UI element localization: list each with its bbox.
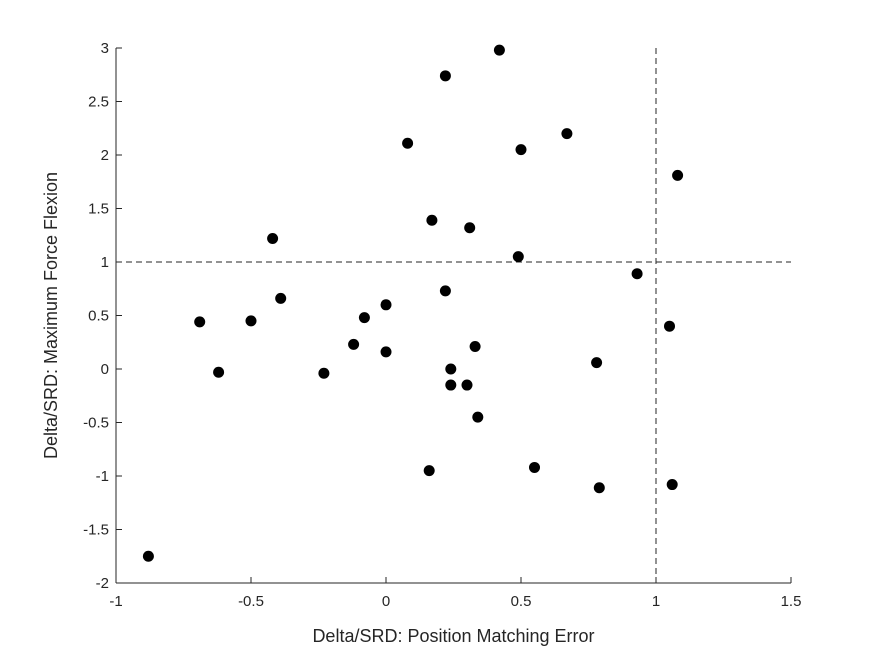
data-points (142, 44, 684, 562)
y-tick-label: -2 (96, 575, 109, 592)
x-tick-label: 0.5 (511, 593, 532, 610)
data-point (423, 465, 435, 477)
y-tick-label: 1 (101, 254, 109, 271)
data-point (267, 232, 279, 244)
data-point (426, 214, 438, 226)
y-ticks: -2 -1.5 -1 -0.5 0 0.5 1 1.5 2 2.5 3 (83, 40, 122, 592)
data-point (512, 251, 524, 263)
data-point (515, 144, 527, 156)
data-point (348, 338, 360, 350)
data-point (493, 44, 505, 56)
data-point (666, 479, 678, 491)
y-axis-label: Delta/SRD: Maximum Force Flexion (41, 172, 61, 459)
data-point (194, 316, 206, 328)
x-tick-label: 1 (652, 593, 660, 610)
y-tick-label: 1.5 (88, 201, 109, 218)
data-point (561, 128, 573, 140)
data-point (245, 315, 257, 327)
data-point (529, 461, 540, 473)
data-point (472, 411, 484, 423)
axes (115, 48, 791, 584)
data-point (445, 379, 457, 391)
x-tick-label: 1.5 (781, 593, 802, 610)
data-point (464, 222, 476, 234)
reference-lines (116, 48, 791, 583)
y-tick-label: -1 (96, 468, 109, 485)
data-point (275, 292, 287, 304)
y-tick-label: 3 (101, 40, 109, 57)
data-point (664, 320, 675, 332)
data-point (445, 363, 457, 375)
data-point (469, 341, 481, 353)
data-point (380, 299, 392, 311)
data-point (593, 482, 605, 494)
y-tick-label: 2 (101, 147, 109, 164)
data-point (591, 357, 603, 369)
data-point (213, 366, 225, 378)
x-tick-label: -0.5 (238, 593, 264, 610)
x-tick-label: 0 (382, 593, 390, 610)
data-point (631, 268, 643, 280)
data-point (672, 169, 684, 181)
y-tick-label: 0.5 (88, 308, 109, 325)
x-axis-label: Delta/SRD: Position Matching Error (312, 626, 594, 646)
x-tick-label: -1 (109, 593, 122, 610)
data-point (318, 367, 330, 379)
data-point (439, 70, 451, 82)
data-point (461, 379, 473, 391)
y-tick-label: -0.5 (83, 415, 109, 432)
data-point (358, 312, 370, 324)
y-tick-label: 0 (101, 361, 109, 378)
data-point (439, 285, 451, 297)
data-point (380, 346, 392, 358)
x-ticks: -1 -0.5 0 0.5 1 1.5 (109, 577, 801, 610)
y-tick-label: -1.5 (83, 522, 109, 539)
y-tick-label: 2.5 (88, 94, 109, 111)
data-point (142, 550, 154, 562)
data-point (402, 137, 414, 149)
